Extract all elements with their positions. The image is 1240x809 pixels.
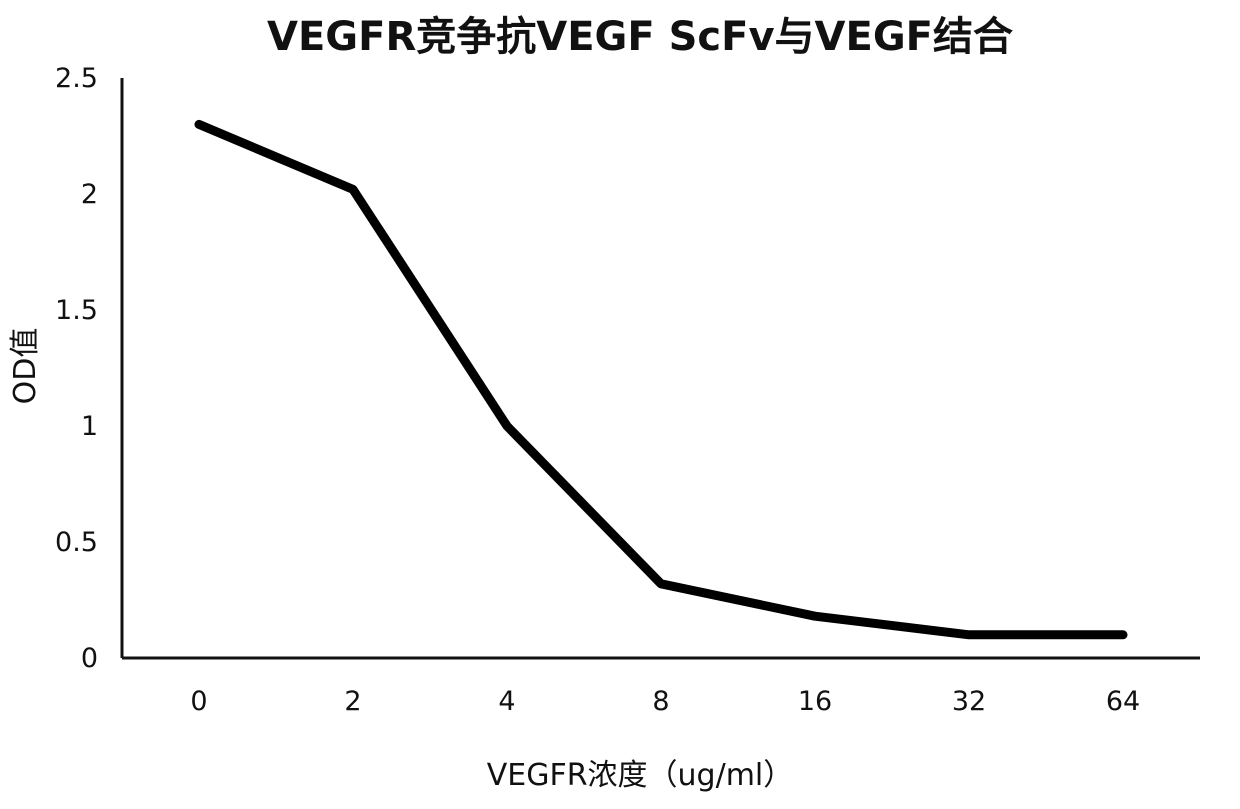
x-tick-label: 32 — [952, 686, 986, 717]
x-tick-label: 4 — [498, 686, 515, 717]
y-tick-label: 2 — [81, 179, 98, 210]
chart-title: VEGFR竞争抗VEGF ScFv与VEGF结合 — [267, 14, 1013, 60]
x-tick-label: 16 — [798, 686, 832, 717]
y-tick-label: 1 — [81, 411, 98, 442]
y-tick-label: 0 — [81, 643, 98, 674]
x-tick-label: 2 — [344, 686, 361, 717]
x-tick-label: 0 — [190, 686, 207, 717]
x-tick-label: 8 — [652, 686, 669, 717]
y-axis-label: OD值 — [8, 328, 43, 405]
x-axis-label: VEGFR浓度（ug/ml） — [487, 758, 794, 793]
y-tick-label: 2.5 — [55, 63, 98, 94]
y-axis-ticks: 0 0.5 1 1.5 2 2.5 — [55, 63, 98, 674]
x-tick-label: 64 — [1106, 686, 1140, 717]
y-tick-label: 0.5 — [55, 527, 98, 558]
series-line-od — [199, 124, 1123, 634]
y-tick-label: 1.5 — [55, 295, 98, 326]
x-axis-ticks: 0 2 4 8 16 32 64 — [190, 686, 1140, 717]
